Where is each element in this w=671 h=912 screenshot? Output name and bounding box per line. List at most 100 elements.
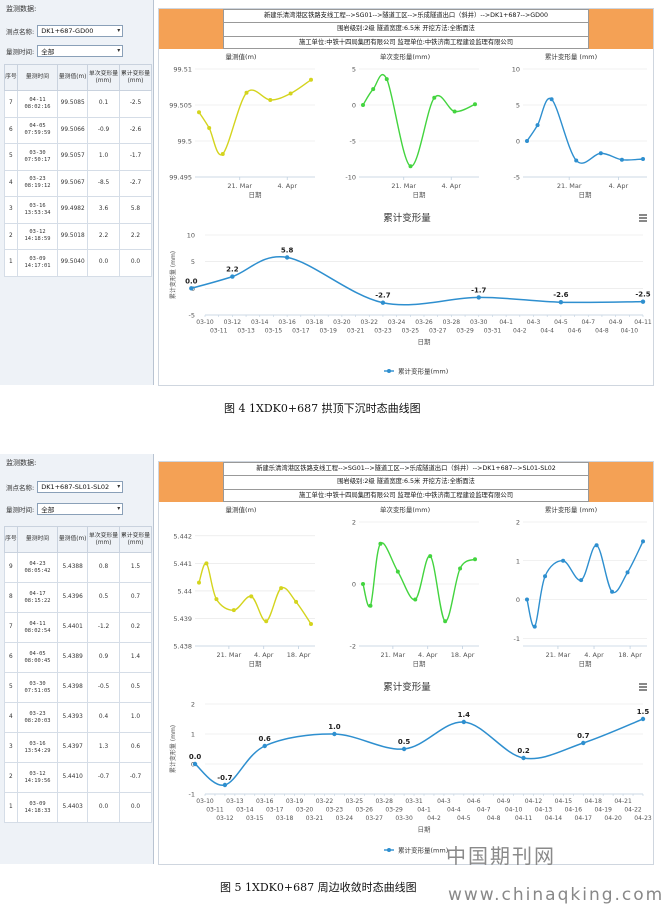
table-cell: 5.4393 [57,702,89,733]
data-point [413,597,418,602]
x-tick-label: 03-18 [276,815,294,822]
table-row[interactable]: 4 03-23 08:20:03 5.4393 0.4 1.0 [4,702,152,733]
table-cell: 2.2 [119,222,152,250]
table-row[interactable]: 5 03-30 07:51:05 5.4398 -0.5 0.5 [4,672,152,703]
table-cell: 0.0 [87,792,121,823]
y-tick-label: 99.505 [169,102,192,110]
table-row[interactable]: 1 03-09 14:18:33 5.4403 0.0 0.0 [4,792,152,823]
chart-panel: 新建乐清湾港区铁路支线工程-->SG01-->隧道工区-->乐成隧道出口（斜井）… [158,461,654,865]
table-row[interactable]: 3 03-16 13:53:34 99.4982 3.6 5.8 [4,196,152,224]
table-row[interactable]: 4 03-23 08:19:12 99.5067 -8.5 -2.7 [4,169,152,197]
x-tick-label: 04-4 [540,328,554,335]
table-row[interactable]: 1 03-09 14:17:01 99.5040 0.0 0.0 [4,249,152,277]
x-tick-label: 04-5 [554,319,568,326]
panel-title: 监测数据: [6,5,37,13]
x-tick-label: 04-11 [634,319,652,326]
data-point [192,761,198,767]
x-tick-label: 03-27 [366,815,384,822]
table-cell: 3.6 [87,196,121,224]
column-header: 序号 [4,526,18,553]
x-tick-label: 03-13 [226,798,244,805]
table-row[interactable]: 7 04-11 08:02:16 99.5085 0.1 -2.5 [4,90,152,118]
x-tick-label: 03-21 [347,328,365,335]
x-tick-label: 03-28 [375,798,393,805]
data-label: -0.7 [217,774,232,782]
data-point [525,139,529,143]
table-row[interactable]: 2 03-12 14:19:56 5.4410 -0.7 -0.7 [4,762,152,793]
data-point [640,299,646,304]
x-axis-title: 日期 [579,191,593,199]
data-point [558,300,564,305]
legend-label: 累计变形量(mm) [398,367,448,376]
data-label: 1.0 [328,723,341,731]
data-point [641,539,645,544]
x-tick-label: 03-31 [484,328,502,335]
table-cell: 1.0 [87,143,121,171]
data-point [284,255,290,260]
x-tick-label: 04-22 [624,807,642,814]
table-cell: 0.8 [87,552,121,583]
y-tick-label: 99.51 [173,66,192,74]
y-tick-label: 10 [512,66,520,74]
table-row[interactable]: 6 04-05 07:59:59 99.5066 -0.9 -2.6 [4,116,152,144]
x-tick-label: 4. Apr [254,651,274,659]
table-row[interactable]: 7 04-11 08:02:54 5.4401 -1.2 0.2 [4,612,152,643]
x-tick-label: 03-12 [224,319,242,326]
chart-title: 累计变形量 [383,212,431,224]
chart-title: 累计变形量 (mm) [545,52,597,61]
y-tick-label: 5.438 [173,643,192,651]
table-row[interactable]: 3 03-16 13:54:29 5.4397 1.3 0.6 [4,732,152,763]
table-cell: 1.0 [119,702,152,733]
monitor-panel: 监测数据: 测点名称: DK1+687-SL01-SL02 ▾ 量测时间: 全部… [0,454,154,864]
table-cell: 7 [4,90,18,118]
x-tick-label: 03-22 [316,798,334,805]
legend-label: 累计变形量(mm) [398,846,448,855]
x-tick-label: 21. Mar [546,651,571,659]
data-point [309,77,313,82]
table-row[interactable]: 2 03-12 14:18:59 99.5018 2.2 2.2 [4,222,152,250]
table-row[interactable]: 9 04-23 08:05:42 5.4388 0.8 1.5 [4,552,152,583]
x-tick-label: 04-7 [581,319,595,326]
x-tick-label: 04-18 [585,798,603,805]
x-tick-label: 03-20 [296,807,314,814]
charts-area: 量测值(m) 99.51 99.505 99.5 99.495 21. Mar 4. Apr… [169,52,652,376]
data-point [361,582,365,586]
time-select[interactable]: 全部 ▾ [37,503,124,515]
data-table: 序号 量测时间 量测值(m) 单次变形量(mm) 累计变形量(mm) 7 04-11 08:0… [4,64,152,277]
data-point [543,574,548,579]
x-tick-label: 04-2 [513,328,527,335]
data-label: 2.2 [226,266,239,274]
data-label: 0.6 [259,735,272,743]
table-header-row: 序号 量测时间 量测值(m) 单次变形量(mm) 累计变形量(mm) [4,526,152,553]
table-cell: 3 [4,732,18,763]
table-cell: 3 [4,196,18,224]
header-line: 施工单位:中铁十四局集团有限公司 监理单位:中铁济南工程建设监理有限公司 [223,488,589,502]
table-cell: 5.4410 [57,762,89,793]
table-cell: 7 [4,612,18,643]
chart-title: 累计变形量 [383,681,431,693]
data-point [473,102,477,107]
point-select[interactable]: DK1+687-GD00 ▾ [37,25,124,37]
table-row[interactable]: 5 03-30 07:50:17 99.5057 1.0 -1.7 [4,143,152,171]
data-label: -1.7 [471,286,486,294]
x-tick-label: 03-10 [196,319,214,326]
data-point [594,543,599,548]
table-row[interactable]: 6 04-05 08:00:45 5.4389 0.9 1.4 [4,642,152,673]
data-point [619,157,624,162]
data-point [231,608,236,613]
x-tick-label: 21. Mar [557,182,582,190]
x-tick-label: 04-7 [477,807,491,814]
data-point [625,570,630,575]
table-cell: 0.0 [87,249,121,277]
table-cell: 8 [4,582,18,613]
y-tick-label: 5 [516,102,520,110]
x-tick-label: 03-26 [356,807,374,814]
time-select[interactable]: 全部 ▾ [37,45,124,57]
x-tick-label: 04-9 [497,798,511,805]
table-row[interactable]: 8 04-17 08:15:22 5.4396 0.5 0.7 [4,582,152,613]
point-select[interactable]: DK1+687-SL01-SL02 ▾ [37,481,124,493]
x-tick-label: 03-28 [443,319,461,326]
y-tick-label: 2 [516,519,520,527]
time-label: 量测时间: [6,506,35,514]
time-row: 量测时间: 全部 ▾ [6,503,124,515]
